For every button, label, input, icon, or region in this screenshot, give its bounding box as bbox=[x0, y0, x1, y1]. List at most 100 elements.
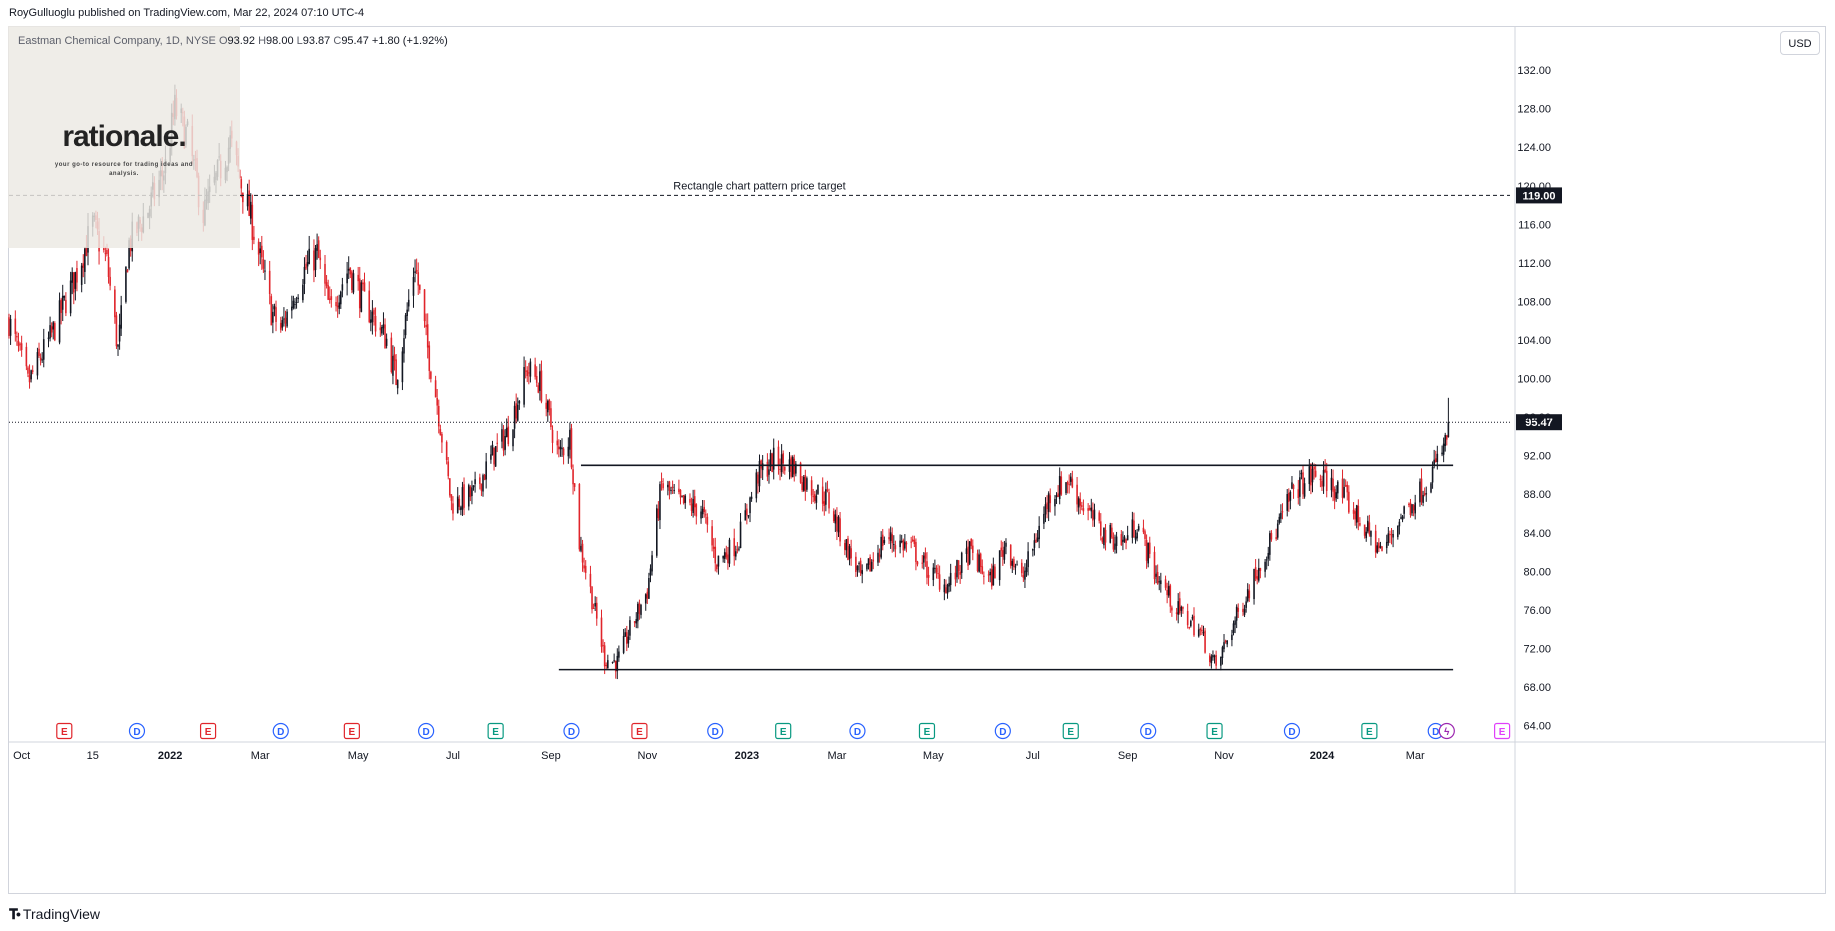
candle-body bbox=[618, 651, 620, 658]
candle-body bbox=[888, 537, 890, 540]
candle-body bbox=[1231, 634, 1233, 641]
candle-body bbox=[1035, 539, 1037, 543]
time-axis: Oct 15 2022 Mar May Jul Sep Nov 2023 Mar May Jul Sep… bbox=[13, 750, 1425, 762]
price-tick-label: 120.00 bbox=[1517, 181, 1551, 193]
price-target-label: Rectangle chart pattern price target bbox=[673, 180, 845, 192]
dividend-marker[interactable]: D bbox=[563, 722, 580, 740]
price-tick-label: 112.00 bbox=[1518, 258, 1551, 270]
currency-button[interactable]: USD bbox=[1780, 31, 1820, 55]
candle-body bbox=[1333, 488, 1336, 501]
symbol-legend: Eastman Chemical Company, 1D, NYSE O93.9… bbox=[18, 35, 448, 47]
candle-body bbox=[771, 453, 773, 473]
earnings-marker[interactable]: E bbox=[343, 722, 360, 740]
candle-body bbox=[1114, 543, 1116, 550]
candle-body bbox=[712, 546, 715, 549]
candle-body bbox=[979, 553, 982, 568]
candle-body bbox=[303, 266, 306, 284]
dividend-marker[interactable]: D bbox=[418, 722, 435, 740]
candle-body bbox=[1243, 608, 1246, 615]
candle-body bbox=[406, 309, 408, 316]
earnings-marker[interactable]: E bbox=[1062, 722, 1079, 740]
candle-body bbox=[602, 645, 604, 647]
candle-body bbox=[1433, 459, 1435, 466]
candle-body bbox=[417, 272, 420, 286]
earnings-marker[interactable]: E bbox=[56, 722, 73, 740]
candle-body bbox=[1436, 453, 1439, 463]
candle-body bbox=[1068, 484, 1070, 486]
earnings-marker[interactable]: E bbox=[631, 722, 648, 740]
candle-body bbox=[828, 492, 830, 509]
candle-body bbox=[689, 498, 691, 503]
candle-body bbox=[1270, 532, 1273, 540]
candle-body bbox=[1009, 544, 1012, 566]
earnings-marker[interactable]: E bbox=[1361, 722, 1378, 740]
candle-body bbox=[994, 566, 996, 579]
dividend-marker[interactable]: D bbox=[849, 722, 866, 740]
dividend-marker[interactable]: D bbox=[1140, 722, 1157, 740]
candle-body bbox=[613, 660, 615, 662]
candle-body bbox=[583, 565, 585, 569]
dividend-marker[interactable]: D bbox=[994, 722, 1011, 740]
earnings-marker[interactable]: E bbox=[199, 722, 217, 740]
candle-body bbox=[640, 604, 642, 615]
candle-body bbox=[1027, 551, 1029, 568]
candle-body bbox=[1213, 655, 1216, 657]
candle-body bbox=[782, 453, 784, 464]
candle-body bbox=[351, 271, 353, 291]
candle-body bbox=[755, 472, 758, 499]
candle-body bbox=[30, 370, 32, 380]
candle-body bbox=[1232, 623, 1235, 633]
earnings-marker[interactable]: E bbox=[487, 722, 504, 740]
candle-body bbox=[861, 570, 863, 575]
earnings-marker[interactable]: E bbox=[1493, 722, 1511, 740]
candle-body bbox=[910, 541, 912, 543]
candle-body bbox=[550, 408, 552, 427]
tradingview-logo[interactable]: 𝐓• TradingView bbox=[9, 906, 100, 923]
candle-body bbox=[1142, 527, 1145, 533]
candle-body bbox=[1022, 575, 1025, 578]
dividend-marker[interactable]: D bbox=[707, 722, 724, 740]
candle-body bbox=[701, 508, 704, 515]
candle-body bbox=[330, 296, 333, 300]
candle-body bbox=[1175, 612, 1178, 614]
candle-body bbox=[1412, 505, 1415, 511]
candle-body bbox=[512, 429, 514, 447]
candle-body bbox=[573, 483, 576, 487]
candle-body bbox=[1038, 525, 1040, 540]
candle-body bbox=[1182, 607, 1184, 609]
candle-body bbox=[371, 311, 374, 323]
close-value: 95.47 bbox=[341, 35, 369, 47]
candle-body bbox=[327, 285, 329, 300]
dividend-marker[interactable]: D bbox=[1283, 722, 1301, 740]
split-marker[interactable]: ϟ bbox=[1438, 722, 1455, 740]
candle-body bbox=[1005, 542, 1007, 547]
candle-body bbox=[981, 566, 984, 574]
earnings-marker[interactable]: E bbox=[1206, 722, 1223, 740]
candle-body bbox=[682, 495, 685, 504]
candle-body bbox=[313, 250, 315, 271]
candle-body bbox=[1077, 498, 1080, 508]
earnings-marker[interactable]: E bbox=[918, 722, 936, 740]
candle-body bbox=[703, 506, 705, 512]
candle-body bbox=[1115, 536, 1118, 546]
dividend-marker[interactable]: D bbox=[272, 722, 289, 740]
candle-body bbox=[1043, 513, 1045, 524]
candle-body bbox=[338, 302, 341, 309]
candle-body bbox=[836, 516, 838, 532]
candle-body bbox=[286, 311, 288, 327]
candle-body bbox=[1398, 521, 1401, 527]
candle-body bbox=[268, 270, 271, 294]
price-tick-label: 108.00 bbox=[1517, 296, 1551, 308]
earnings-marker[interactable]: E bbox=[775, 722, 792, 740]
candle-body bbox=[69, 280, 72, 314]
candle-body bbox=[404, 315, 407, 336]
candle-body bbox=[496, 442, 499, 444]
candle-body bbox=[518, 400, 521, 404]
candle-body bbox=[1275, 537, 1277, 540]
candle-body bbox=[948, 582, 950, 587]
candle-body bbox=[711, 526, 713, 546]
dividend-marker[interactable]: D bbox=[128, 722, 146, 740]
svg-text:D: D bbox=[999, 727, 1006, 738]
candle-body bbox=[821, 486, 824, 504]
